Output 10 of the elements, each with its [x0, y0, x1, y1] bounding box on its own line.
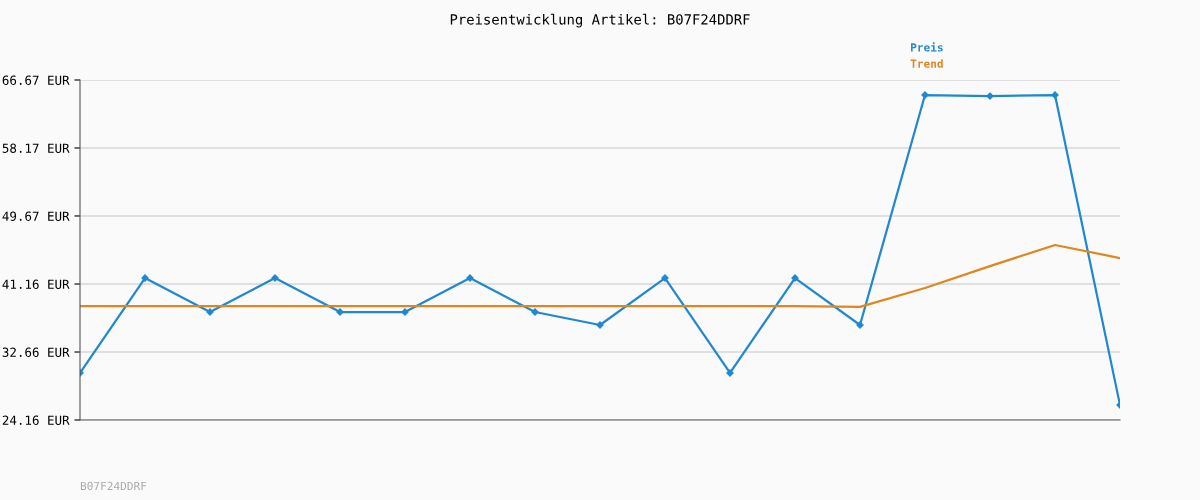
text: B07F24DDRF: [80, 481, 147, 491]
chart-title: Preisentwicklung Artikel: B07F24DDRF: [450, 13, 750, 28]
y-tick-label: 58.17 EUR: [2, 143, 70, 153]
y-tick-label: 49.67 EUR: [2, 211, 70, 221]
y-tick-label: 24.16 EUR: [2, 415, 70, 425]
y-tick-label: 41.16 EUR: [2, 279, 70, 289]
y-tick-label: 66.67 EUR: [2, 75, 70, 85]
text: Preis: [911, 42, 943, 52]
y-tick-label: 32.66 EUR: [2, 347, 70, 357]
text: Trend: [910, 59, 943, 68]
